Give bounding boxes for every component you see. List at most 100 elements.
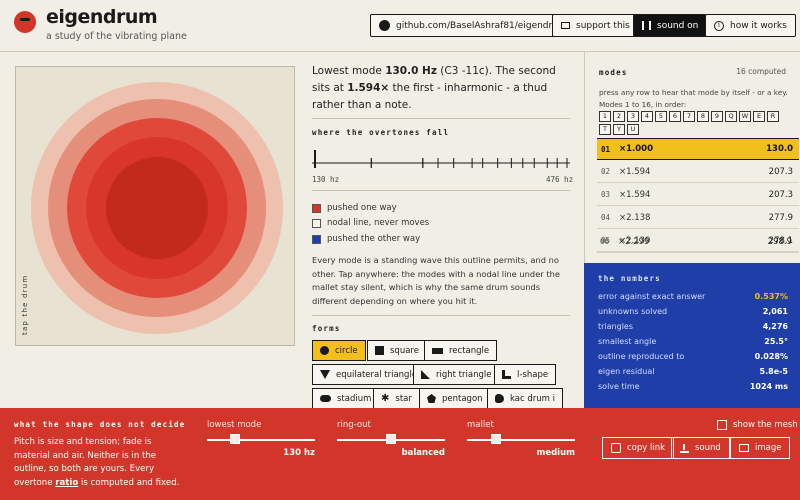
mode-row-04[interactable]: 04 ×2.138 277.9 — [597, 207, 799, 229]
mode-index: 06 — [600, 237, 610, 246]
mode-hz: 207.3 — [768, 189, 793, 200]
form-star-button[interactable]: ✱ star — [373, 388, 420, 409]
spectrum-max-label: 476 hz — [546, 175, 574, 184]
sound-label: sound — [695, 443, 721, 453]
mode-index: 01 — [601, 144, 611, 154]
number-value: 25.5° — [764, 337, 788, 346]
mode-key[interactable]: Q — [725, 111, 737, 122]
form-l-shape-button[interactable]: l-shape — [494, 364, 557, 385]
mallet-value: medium — [536, 448, 575, 458]
number-row: outline reproduced to 0.028% — [598, 352, 788, 361]
show-mesh-checkbox[interactable] — [717, 420, 727, 430]
mode-ratio: ×2.139 — [619, 235, 651, 246]
ratio-link[interactable]: ratio — [55, 477, 79, 488]
modes-count: 16 computed — [736, 67, 786, 76]
mode-hz: 130.0 — [766, 144, 793, 154]
download-sound-button[interactable]: sound — [671, 437, 730, 459]
explanation-paragraph: Every mode is a standing wave this outli… — [312, 255, 560, 306]
drum-canvas[interactable]: tap the drum — [15, 66, 295, 346]
legend-label: pushed one way — [327, 203, 397, 213]
legend-item: pushed one way — [312, 203, 397, 213]
sound-toggle-button[interactable]: sound on — [633, 14, 708, 37]
mode-row-02[interactable]: 02 ×1.594 207.3 — [597, 161, 799, 183]
number-row: triangles 4,276 — [598, 322, 788, 331]
support-label: support this — [576, 20, 630, 31]
bottom-text: Pitch is size and tension; fade is mater… — [14, 436, 190, 490]
mode-key[interactable]: 1 — [599, 111, 611, 122]
mallet-slider[interactable] — [491, 434, 502, 444]
mode-key[interactable]: 7 — [683, 111, 695, 122]
legend-label: nodal line, never moves — [327, 218, 430, 228]
lowest-mode-track[interactable] — [207, 439, 315, 441]
legend-label: pushed the other way — [327, 234, 421, 244]
section-divider — [312, 118, 570, 119]
form-label: star — [395, 393, 412, 404]
copy-link-button[interactable]: copy link — [602, 437, 675, 459]
mode-row-01[interactable]: 01 ×1.000 130.0 — [597, 138, 799, 160]
mode-key[interactable]: R — [767, 111, 779, 122]
number-key: triangles — [598, 322, 634, 331]
mode-key[interactable]: 3 — [627, 111, 639, 122]
form-label: right triangle — [436, 369, 492, 380]
how-it-works-button[interactable]: i how it works — [705, 14, 796, 37]
mode-key[interactable]: 2 — [613, 111, 625, 122]
form-rectangle-button[interactable]: rectangle — [424, 340, 498, 361]
github-button[interactable]: github.com/BaselAshraf81/eigendrum — [370, 14, 576, 37]
mode-key[interactable]: U — [627, 124, 639, 135]
mode-row-03[interactable]: 03 ×1.594 207.3 — [597, 184, 799, 206]
pentagon-icon — [427, 394, 436, 403]
form-pentagon-button[interactable]: pentagon — [419, 388, 491, 409]
mallet-track[interactable] — [467, 439, 575, 441]
app-title: eigendrum — [46, 6, 158, 28]
bottom-controls: what the shape does not decide Pitch is … — [0, 408, 800, 500]
form-equilateral-triangle-button[interactable]: equilateral triangle — [312, 364, 426, 385]
form-circle-button[interactable]: circle — [312, 340, 366, 361]
spectrum-min-label: 130 hz — [312, 175, 340, 184]
numbers-panel: the numbers error against exact answer 0.… — [584, 263, 800, 408]
info-icon: i — [714, 20, 724, 31]
form-square-button[interactable]: square — [367, 340, 427, 361]
legend-swatch-blue — [312, 234, 321, 244]
mode-key[interactable]: T — [599, 124, 611, 135]
forms-label: forms — [312, 324, 341, 333]
mode-hz: 277.9 — [768, 212, 793, 223]
form-label: rectangle — [449, 345, 490, 356]
ring-out-slider[interactable] — [386, 434, 396, 444]
desc-lead: Lowest mode — [312, 65, 386, 77]
form-label: pentagon — [442, 393, 483, 404]
lowest-mode-slider[interactable] — [230, 434, 241, 444]
lowest-mode-value: 130 hz — [283, 448, 315, 458]
mode-index: 04 — [601, 213, 611, 222]
mode-key[interactable]: Y — [613, 124, 625, 135]
mode-key[interactable]: 6 — [669, 111, 681, 122]
download-image-button[interactable]: image — [730, 437, 791, 459]
support-button[interactable]: support this — [552, 14, 639, 37]
form-kac-drum-button[interactable]: kac drum i — [487, 388, 563, 409]
logo-icon — [14, 11, 36, 33]
number-row: eigen residual 5.8e-5 — [598, 367, 788, 376]
form-right-triangle-button[interactable]: right triangle — [413, 364, 500, 385]
app-subtitle: a study of the vibrating plane — [46, 31, 187, 42]
mode-key[interactable]: 4 — [641, 111, 653, 122]
mode-ratio: ×2.299 — [618, 236, 650, 247]
mode-key[interactable]: 9 — [711, 111, 723, 122]
mode-row-06[interactable]: 06 ×2.299 298.9 — [596, 231, 798, 253]
form-label: equilateral triangle — [336, 369, 418, 380]
mode-key[interactable]: 5 — [655, 111, 667, 122]
form-stadium-button[interactable]: stadium — [312, 388, 380, 409]
square-icon — [375, 346, 384, 355]
mode-key[interactable]: W — [739, 111, 751, 122]
legend-swatch-white — [312, 218, 321, 228]
mode-key[interactable]: E — [753, 111, 765, 122]
mode-key[interactable]: 8 — [697, 111, 709, 122]
number-value: 1024 ms — [749, 382, 788, 391]
number-key: error against exact answer — [598, 292, 706, 301]
mode-hz: 207.3 — [768, 166, 793, 177]
overtone-spectrum — [312, 150, 570, 168]
number-value: 4,276 — [762, 322, 788, 331]
github-label: github.com/BaselAshraf81/eigendrum — [396, 20, 567, 31]
modes-panel: modes 16 computed press any row to hear … — [584, 52, 800, 262]
legend-item: pushed the other way — [312, 234, 420, 244]
mode-row-05[interactable]: 05 ×2.139 278.1 — [597, 230, 799, 252]
